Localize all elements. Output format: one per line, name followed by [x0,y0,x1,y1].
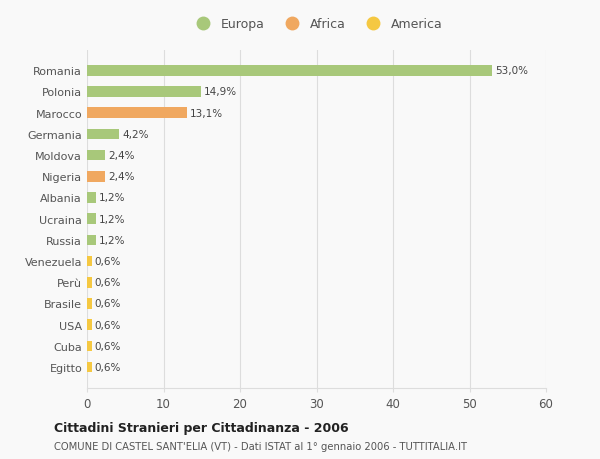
Text: 2,4%: 2,4% [109,172,135,182]
Bar [87,319,92,330]
Legend: Europa, Africa, America: Europa, Africa, America [186,13,447,36]
Text: 53,0%: 53,0% [496,66,529,76]
Bar [87,298,92,309]
Text: 13,1%: 13,1% [190,108,223,118]
Bar [87,129,119,140]
Text: 1,2%: 1,2% [99,193,126,203]
Bar [87,151,106,161]
Text: 4,2%: 4,2% [122,129,149,140]
Text: 0,6%: 0,6% [95,341,121,351]
Bar [87,108,187,119]
Bar [87,66,493,76]
Bar [87,341,92,352]
Bar [87,172,106,182]
Bar [87,235,96,246]
Bar [87,362,92,373]
Bar [87,193,96,203]
Text: 14,9%: 14,9% [204,87,237,97]
Text: COMUNE DI CASTEL SANT'ELIA (VT) - Dati ISTAT al 1° gennaio 2006 - TUTTITALIA.IT: COMUNE DI CASTEL SANT'ELIA (VT) - Dati I… [54,441,467,451]
Text: 0,6%: 0,6% [95,299,121,309]
Text: 1,2%: 1,2% [99,235,126,245]
Bar [87,277,92,288]
Text: Cittadini Stranieri per Cittadinanza - 2006: Cittadini Stranieri per Cittadinanza - 2… [54,421,349,434]
Text: 0,6%: 0,6% [95,362,121,372]
Text: 0,6%: 0,6% [95,278,121,288]
Text: 0,6%: 0,6% [95,320,121,330]
Bar [87,87,201,98]
Text: 2,4%: 2,4% [109,151,135,161]
Text: 1,2%: 1,2% [99,214,126,224]
Bar [87,256,92,267]
Bar [87,214,96,224]
Text: 0,6%: 0,6% [95,257,121,267]
